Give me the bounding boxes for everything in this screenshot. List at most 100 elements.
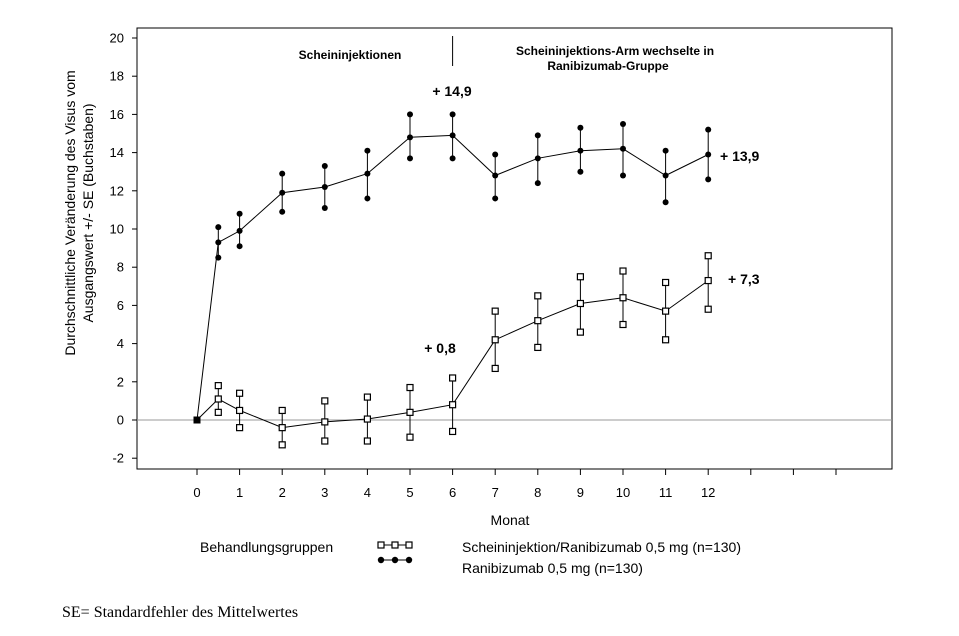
y-tick-label: 16: [110, 107, 124, 122]
phase-label-right-line2: Ranibizumab-Gruppe: [547, 59, 669, 73]
x-axis: 0 1 2 3 4 5 6 7 8 9 10 11 12: [193, 469, 837, 500]
annotation-ranibizumab-peak: + 14,9: [432, 83, 472, 99]
error-cap-upper: [704, 252, 712, 260]
error-cap-lower: [321, 437, 329, 445]
error-cap-upper: [661, 278, 670, 287]
error-cap-lower: [619, 320, 627, 329]
error-cap-lower: [278, 441, 286, 449]
error-cap-lower: [534, 180, 541, 187]
x-tick-label: 10: [616, 485, 630, 500]
error-cap-upper: [534, 292, 542, 300]
series-line: [196, 134, 709, 421]
data-point: [236, 406, 244, 415]
error-cap-upper: [534, 132, 541, 139]
data-point: [321, 418, 329, 426]
error-cap-lower: [491, 364, 499, 373]
error-cap-lower: [577, 168, 584, 175]
annotation-ranibizumab-end: + 13,9: [720, 148, 760, 164]
data-point: [407, 134, 413, 141]
legend-marker: [391, 541, 399, 549]
legend: Behandlungsgruppen Scheininjektion/Ranib…: [200, 539, 741, 576]
series-layer: [193, 111, 712, 449]
error-cap-lower: [236, 424, 244, 432]
error-cap-upper: [449, 374, 457, 382]
y-axis: -2 0 2 4 6 8 10 12 14 16 18 20: [110, 31, 137, 466]
error-cap-lower: [236, 243, 243, 250]
x-tick-label: 11: [659, 485, 673, 500]
x-tick-label: 9: [577, 485, 584, 500]
error-cap-lower: [705, 176, 712, 183]
x-tick-label: 7: [492, 485, 499, 500]
y-tick-label: 10: [110, 222, 124, 237]
y-tick-label: 2: [117, 374, 124, 389]
legend-symbol-sham: [377, 541, 413, 549]
error-cap-upper: [236, 210, 243, 217]
error-cap-upper: [705, 126, 712, 133]
data-point: [576, 299, 585, 308]
error-cap-lower: [662, 199, 669, 206]
data-point: [363, 415, 371, 423]
x-tick-label: 5: [406, 485, 413, 500]
data-point: [534, 317, 542, 325]
y-tick-label: 8: [117, 260, 124, 275]
phase-label-right-line1: Scheininjektions-Arm wechselte in: [516, 44, 714, 58]
error-cap-lower: [407, 155, 413, 162]
error-cap-lower: [620, 172, 626, 179]
error-cap-upper: [321, 162, 328, 169]
y-tick-label: 18: [110, 69, 124, 84]
data-point: [406, 408, 414, 416]
data-point: [278, 424, 286, 432]
x-tick-label: 4: [364, 485, 371, 500]
data-point: [662, 172, 669, 179]
series-line: [196, 280, 709, 429]
error-cap-upper: [407, 111, 413, 118]
x-tick-label: 8: [534, 485, 541, 500]
plot-frame: [136, 27, 893, 470]
error-cap-lower: [576, 328, 585, 336]
y-tick-label: 0: [117, 413, 124, 428]
data-point: [236, 227, 243, 234]
data-point: [364, 170, 371, 177]
legend-marker: [377, 556, 385, 564]
error-cap-upper: [491, 307, 499, 315]
error-cap-upper: [492, 151, 499, 158]
error-cap-lower: [321, 204, 328, 211]
error-cap-lower: [214, 408, 222, 416]
error-cap-upper: [662, 147, 669, 154]
legend-marker: [377, 541, 385, 549]
data-point: [492, 172, 499, 179]
legend-marker: [405, 556, 413, 564]
x-axis-label: Monat: [491, 512, 530, 528]
baseline-point: [193, 416, 201, 424]
error-cap-lower: [449, 427, 457, 436]
y-tick-label: 12: [110, 183, 124, 198]
annotation-sham-month6: + 0,8: [424, 340, 456, 356]
data-point: [279, 189, 286, 196]
error-cap-lower: [363, 437, 371, 445]
series-ranibizumab: [193, 111, 712, 424]
x-tick-label: 3: [321, 485, 328, 500]
y-tick-label: -2: [112, 451, 124, 466]
footnote: SE= Standardfehler des Mittelwertes: [62, 604, 299, 621]
error-cap-lower: [704, 305, 712, 313]
error-cap-upper: [236, 389, 244, 397]
legend-symbol-ranibizumab: [377, 556, 413, 564]
error-cap-lower: [406, 433, 414, 441]
error-cap-lower: [661, 336, 670, 344]
data-point: [705, 151, 712, 158]
x-tick-label: 2: [279, 485, 286, 500]
y-tick-label: 14: [110, 145, 124, 160]
error-cap-upper: [620, 120, 626, 127]
error-cap-upper: [214, 382, 222, 390]
data-point: [661, 307, 670, 315]
error-cap-upper: [449, 111, 456, 118]
data-point: [215, 239, 222, 246]
error-cap-upper: [215, 224, 222, 231]
error-cap-upper: [406, 383, 414, 392]
x-tick-label: 12: [701, 485, 715, 500]
error-cap-lower: [534, 343, 542, 352]
y-tick-label: 20: [110, 31, 124, 46]
x-tick-label: 1: [236, 485, 243, 500]
error-cap-lower: [215, 254, 222, 261]
